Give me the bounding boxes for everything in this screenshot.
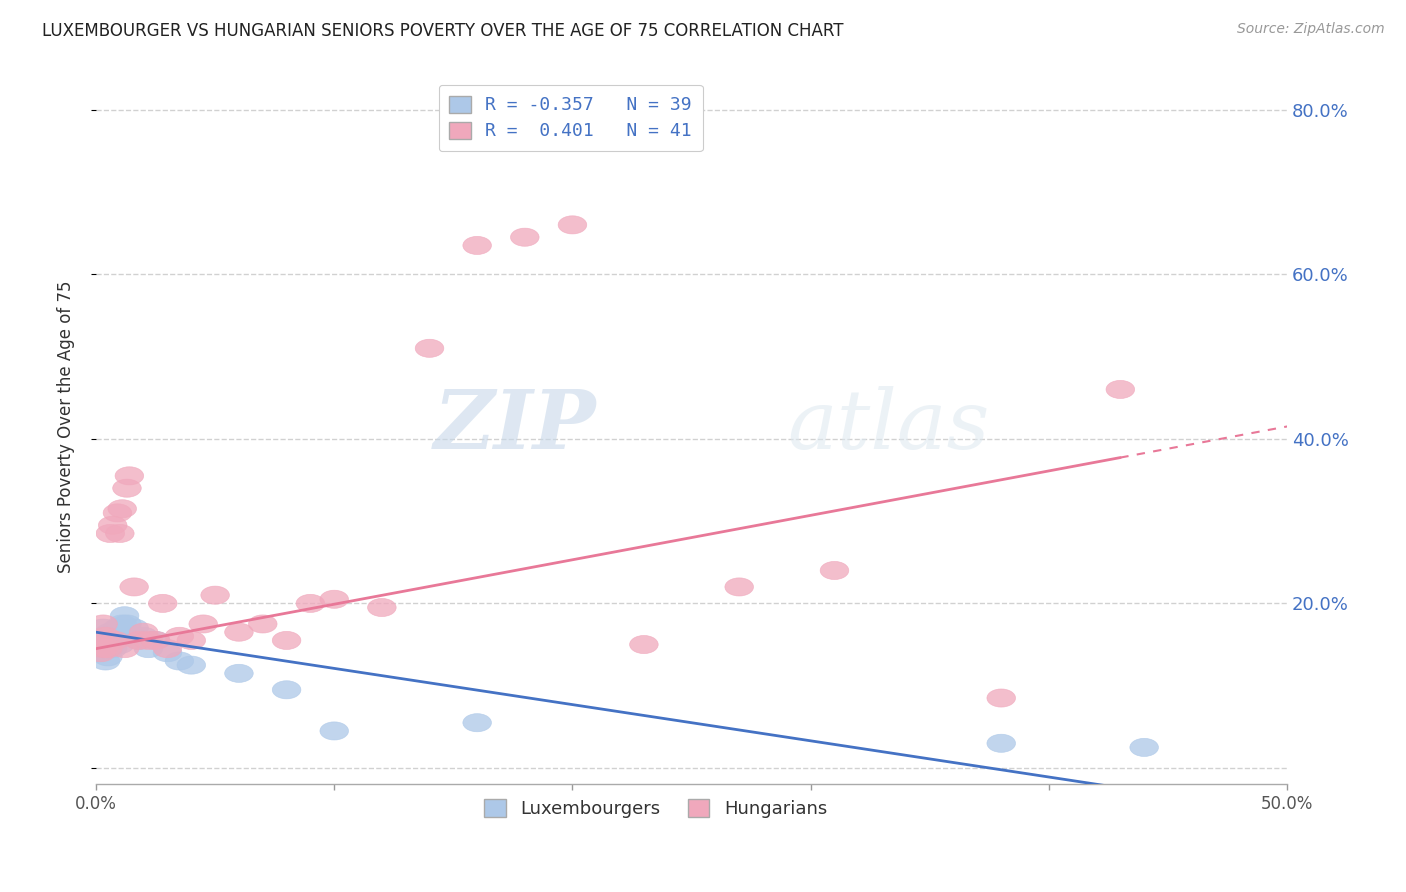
Ellipse shape: [225, 665, 253, 682]
Ellipse shape: [101, 624, 129, 641]
Ellipse shape: [201, 586, 229, 604]
Ellipse shape: [89, 640, 118, 657]
Ellipse shape: [129, 627, 157, 645]
Text: ZIP: ZIP: [433, 386, 596, 467]
Ellipse shape: [87, 632, 115, 649]
Ellipse shape: [165, 652, 194, 670]
Ellipse shape: [120, 578, 149, 596]
Ellipse shape: [321, 591, 349, 608]
Ellipse shape: [98, 635, 127, 654]
Ellipse shape: [87, 635, 115, 654]
Ellipse shape: [112, 615, 141, 633]
Ellipse shape: [96, 524, 125, 542]
Ellipse shape: [115, 467, 143, 485]
Ellipse shape: [112, 479, 141, 497]
Ellipse shape: [141, 632, 170, 649]
Ellipse shape: [89, 627, 118, 645]
Ellipse shape: [249, 615, 277, 633]
Ellipse shape: [177, 656, 205, 674]
Ellipse shape: [463, 714, 492, 731]
Ellipse shape: [110, 607, 139, 624]
Ellipse shape: [297, 594, 325, 613]
Ellipse shape: [415, 339, 444, 358]
Ellipse shape: [1130, 739, 1159, 756]
Ellipse shape: [134, 632, 163, 649]
Ellipse shape: [125, 632, 153, 649]
Ellipse shape: [273, 632, 301, 649]
Ellipse shape: [141, 632, 170, 649]
Ellipse shape: [94, 648, 122, 666]
Ellipse shape: [91, 627, 120, 645]
Ellipse shape: [108, 500, 136, 518]
Ellipse shape: [367, 599, 396, 616]
Ellipse shape: [558, 216, 586, 234]
Ellipse shape: [108, 615, 136, 633]
Ellipse shape: [103, 504, 132, 522]
Ellipse shape: [125, 632, 153, 649]
Ellipse shape: [120, 619, 149, 637]
Ellipse shape: [188, 615, 218, 633]
Ellipse shape: [820, 561, 849, 580]
Ellipse shape: [98, 516, 127, 534]
Ellipse shape: [94, 640, 122, 657]
Y-axis label: Seniors Poverty Over the Age of 75: Seniors Poverty Over the Age of 75: [58, 280, 75, 573]
Ellipse shape: [129, 624, 157, 641]
Ellipse shape: [630, 635, 658, 654]
Ellipse shape: [149, 594, 177, 613]
Text: Source: ZipAtlas.com: Source: ZipAtlas.com: [1237, 22, 1385, 37]
Ellipse shape: [177, 632, 205, 649]
Ellipse shape: [463, 236, 492, 254]
Ellipse shape: [105, 635, 134, 654]
Ellipse shape: [321, 722, 349, 740]
Text: LUXEMBOURGER VS HUNGARIAN SENIORS POVERTY OVER THE AGE OF 75 CORRELATION CHART: LUXEMBOURGER VS HUNGARIAN SENIORS POVERT…: [42, 22, 844, 40]
Ellipse shape: [105, 627, 134, 645]
Ellipse shape: [89, 615, 118, 633]
Ellipse shape: [725, 578, 754, 596]
Ellipse shape: [94, 635, 122, 654]
Ellipse shape: [987, 734, 1015, 752]
Ellipse shape: [273, 681, 301, 698]
Ellipse shape: [153, 640, 181, 657]
Ellipse shape: [165, 627, 194, 645]
Ellipse shape: [134, 640, 163, 657]
Ellipse shape: [987, 689, 1015, 707]
Ellipse shape: [94, 627, 122, 645]
Ellipse shape: [89, 640, 118, 657]
Ellipse shape: [91, 652, 120, 670]
Ellipse shape: [153, 644, 181, 662]
Ellipse shape: [101, 632, 129, 649]
Ellipse shape: [91, 632, 120, 649]
Ellipse shape: [89, 619, 118, 637]
Ellipse shape: [225, 624, 253, 641]
Ellipse shape: [1107, 380, 1135, 399]
Ellipse shape: [510, 228, 538, 246]
Text: atlas: atlas: [787, 386, 990, 467]
Ellipse shape: [105, 524, 134, 542]
Ellipse shape: [98, 640, 127, 657]
Ellipse shape: [103, 627, 132, 645]
Ellipse shape: [84, 632, 112, 649]
Ellipse shape: [96, 632, 125, 649]
Ellipse shape: [84, 644, 112, 662]
Ellipse shape: [87, 644, 115, 662]
Ellipse shape: [118, 627, 146, 645]
Ellipse shape: [110, 640, 139, 657]
Legend: Luxembourgers, Hungarians: Luxembourgers, Hungarians: [477, 792, 834, 825]
Ellipse shape: [101, 632, 129, 649]
Ellipse shape: [96, 624, 125, 641]
Ellipse shape: [103, 619, 132, 637]
